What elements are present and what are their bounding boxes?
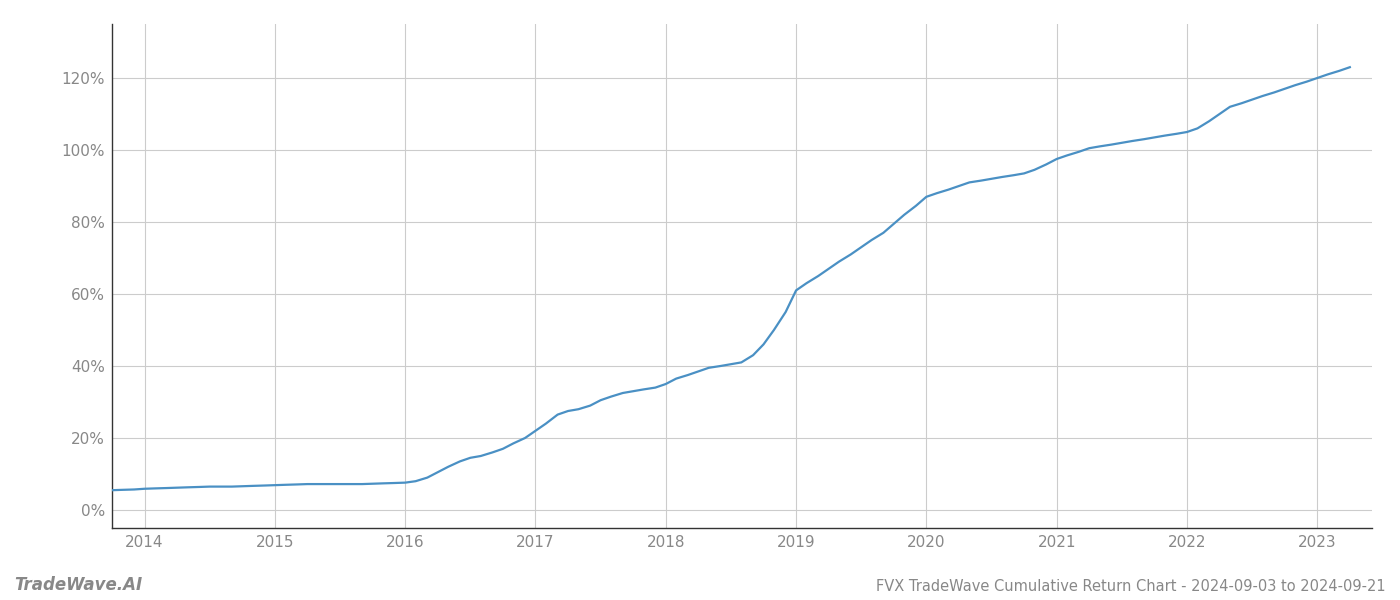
Text: FVX TradeWave Cumulative Return Chart - 2024-09-03 to 2024-09-21: FVX TradeWave Cumulative Return Chart - … — [876, 579, 1386, 594]
Text: TradeWave.AI: TradeWave.AI — [14, 576, 143, 594]
